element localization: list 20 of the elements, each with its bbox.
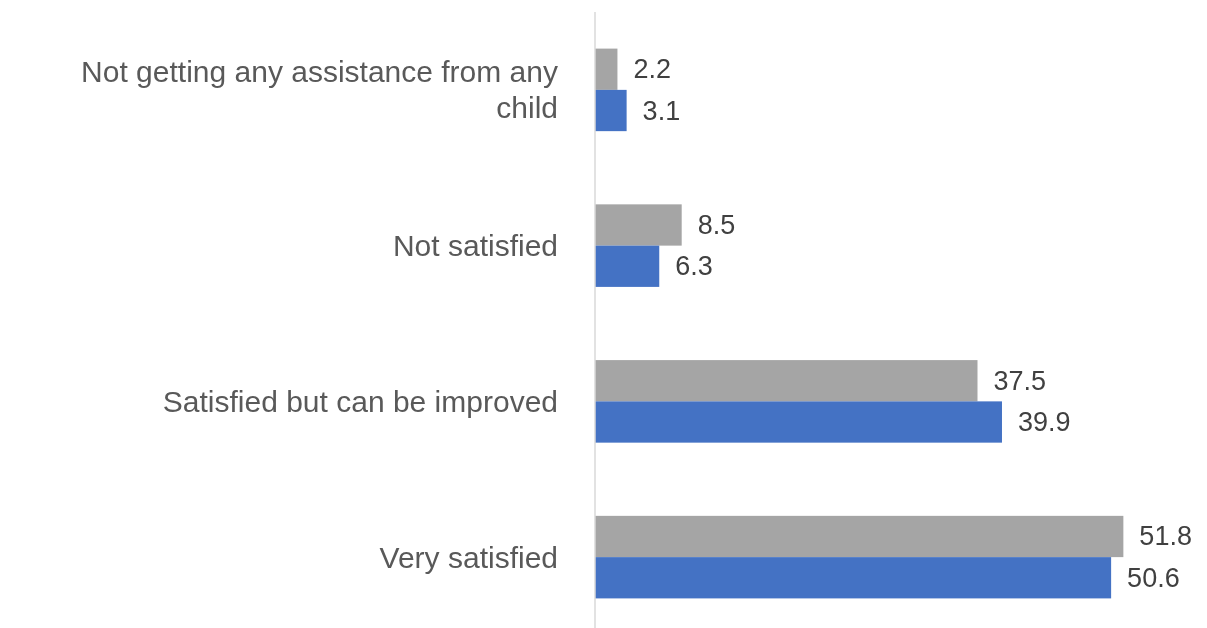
bar [595, 245, 660, 287]
bar [595, 89, 627, 132]
y-tick-label: Not getting any assistance from any child [81, 55, 558, 125]
bar [595, 360, 978, 402]
bar [595, 204, 682, 246]
data-label: 51.8 [1139, 521, 1192, 552]
y-tick-label: Satisfied but can be improved [162, 384, 558, 418]
data-label: 37.5 [993, 365, 1047, 396]
bar [595, 48, 618, 90]
bar [595, 401, 1002, 443]
y-tick-label: Very satisfied [379, 540, 558, 574]
data-label: 6.3 [675, 251, 713, 282]
data-label: 2.2 [633, 54, 671, 85]
data-label: 3.1 [642, 95, 681, 126]
bar [595, 557, 1112, 599]
data-label: 39.9 [1017, 407, 1071, 438]
bar [595, 515, 1124, 558]
data-label: 8.5 [697, 209, 736, 240]
data-label: 50.6 [1127, 562, 1180, 593]
y-tick-label: Not satisfied [392, 229, 558, 263]
